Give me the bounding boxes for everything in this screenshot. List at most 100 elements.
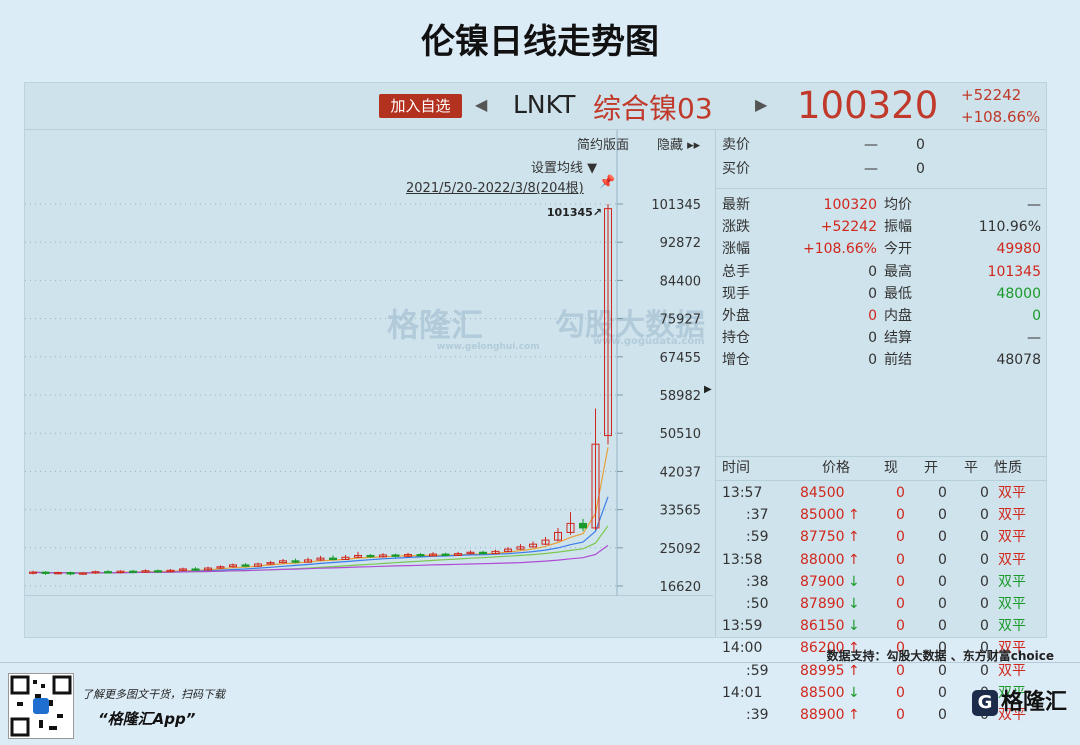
footer-divider	[0, 662, 1080, 663]
stat-value: +52242	[820, 219, 877, 236]
trade-close: 0	[980, 573, 989, 590]
trade-time: :59	[746, 662, 769, 679]
trade-row: 14:00 86200 ↑ 0 0 0 双平	[716, 637, 1047, 659]
y-tick-label: 84400	[660, 274, 701, 289]
candle-body	[366, 554, 375, 558]
candle-body	[391, 554, 400, 557]
trade-close: 0	[980, 529, 989, 546]
candle-body	[279, 560, 287, 564]
trade-time: 13:59	[722, 618, 763, 635]
stat-value: 0	[868, 285, 877, 302]
add-watchlist-button[interactable]: 加入自选	[379, 94, 462, 118]
quote-side-panel: 卖价 — 0 买价 — 0 最新 100320 均价 — 涨跌 +52242 振幅 110.96% 涨幅 +1…	[715, 130, 1047, 723]
candle-body	[379, 554, 387, 558]
trade-type: 双平	[998, 618, 1026, 635]
trade-open: 0	[938, 596, 947, 612]
y-tick-label: 101345	[651, 198, 701, 213]
candle-body	[216, 566, 225, 569]
trade-close: 0	[980, 618, 989, 635]
next-arrow-icon[interactable]: ▶	[755, 95, 768, 114]
hide-button[interactable]: 隐藏 ▸▸	[657, 138, 701, 153]
quote-vol: 0	[916, 161, 925, 177]
trade-price: 87750	[800, 529, 845, 546]
brand-logo: G 格隆汇	[972, 684, 1067, 716]
pin-icon[interactable]: 📌	[599, 175, 616, 190]
stat-value: 48000	[996, 285, 1041, 302]
instrument-name: 综合镍03	[593, 92, 713, 125]
candle-body	[304, 559, 312, 563]
candle-body	[129, 570, 137, 573]
candle-body	[116, 570, 125, 574]
candle-body	[54, 572, 62, 575]
trade-close: 0	[980, 485, 989, 501]
trade-time: 13:57	[722, 485, 763, 501]
prev-arrow-icon[interactable]: ◀	[475, 95, 488, 114]
ma-line	[32, 447, 609, 574]
watermark-brand2: 勾股大数据	[555, 308, 705, 343]
stat-label: 现手	[722, 285, 750, 302]
trade-open: 0	[938, 618, 947, 635]
stat-value: 0	[1032, 308, 1041, 324]
candle-body	[604, 208, 612, 437]
date-range-label[interactable]: 2021/5/20-2022/3/8(204根)	[406, 181, 584, 196]
trade-dir: ↑	[848, 529, 860, 546]
candle-body	[179, 568, 187, 571]
trade-price: 88000	[800, 551, 845, 568]
trade-type: 双平	[998, 662, 1026, 679]
stat-value: 0	[868, 330, 877, 347]
simple-layout-button[interactable]: 简约版面	[577, 138, 630, 153]
trades-header-cell: 价格	[822, 460, 850, 476]
trade-time: :59	[746, 529, 769, 546]
candle-body	[441, 553, 450, 556]
candle-body	[141, 570, 150, 573]
y-tick-label: 33565	[660, 504, 701, 519]
trade-now: 0	[896, 662, 905, 679]
quote-stat-row: 最新 100320 均价 —	[716, 194, 1047, 216]
y-tick-label: 75927	[660, 313, 701, 328]
trade-close: 0	[980, 551, 989, 568]
ma-line	[32, 496, 609, 574]
stat-label: 今开	[884, 241, 912, 258]
y-tick-label: 25092	[660, 542, 701, 557]
trade-open: 0	[938, 551, 947, 568]
candle-body	[204, 567, 212, 571]
trade-price: 86150	[800, 618, 845, 635]
panel-divider	[716, 480, 1047, 481]
qr-code-icon	[10, 675, 72, 737]
trade-price: 87890	[800, 596, 845, 612]
trade-now: 0	[896, 618, 905, 635]
stat-label: 涨幅	[722, 241, 750, 258]
candle-body	[329, 557, 337, 560]
quote-stat-row: 持仓 0 结算 —	[716, 327, 1047, 349]
trade-type: 双平	[998, 684, 1026, 701]
trade-open: 0	[938, 707, 947, 723]
trade-type: 双平	[998, 596, 1026, 612]
trade-dir: ↓	[848, 573, 860, 590]
trade-type: 双平	[998, 529, 1026, 546]
trade-type: 双平	[998, 707, 1026, 723]
stat-label: 最新	[722, 197, 750, 213]
trade-open: 0	[938, 529, 947, 546]
stat-value: 0	[868, 352, 877, 369]
price-change-pct: +108.66%	[961, 108, 1041, 126]
trade-time: :39	[746, 707, 769, 723]
last-price: 100320	[797, 84, 939, 127]
stat-value: 101345	[987, 263, 1041, 280]
candle-body	[579, 522, 587, 529]
trade-price: 87900	[800, 573, 845, 590]
stat-value: 49980	[996, 241, 1041, 258]
stat-value: 0	[868, 308, 877, 324]
stat-label: 最低	[884, 285, 912, 302]
ma-setting-button[interactable]: 设置均线 ▼	[531, 161, 598, 176]
quote-stat-row: 涨跌 +52242 振幅 110.96%	[716, 216, 1047, 238]
trade-close: 0	[980, 640, 989, 657]
trade-dir: ↓	[848, 596, 860, 612]
y-tick-label: 16620	[660, 580, 701, 595]
candle-body	[79, 572, 87, 575]
candle-body	[166, 569, 175, 573]
candle-body	[91, 571, 100, 574]
trade-price: 84500	[800, 485, 845, 501]
trade-now: 0	[896, 573, 905, 590]
trade-time: :37	[746, 507, 769, 524]
